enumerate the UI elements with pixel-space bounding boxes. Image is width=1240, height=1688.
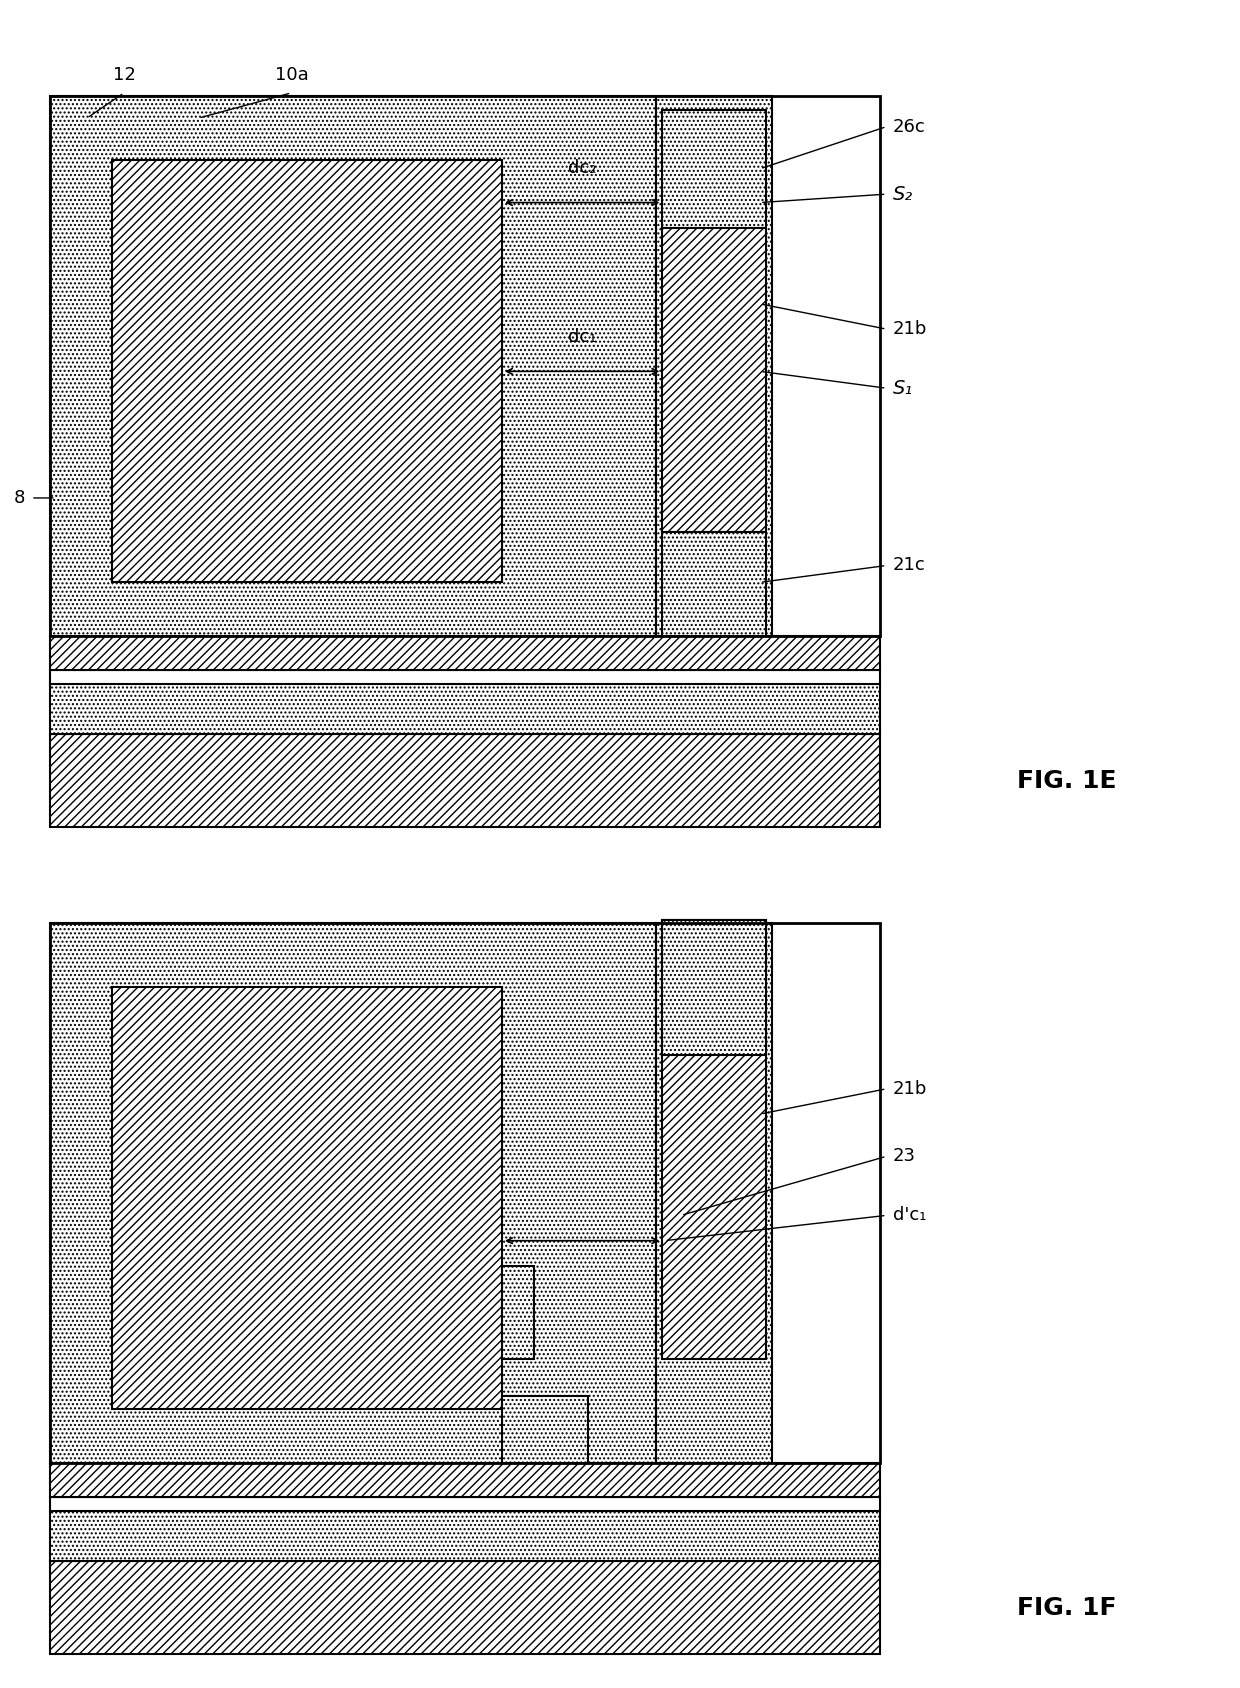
FancyBboxPatch shape: [50, 1561, 880, 1654]
FancyBboxPatch shape: [50, 96, 656, 636]
Text: 26c: 26c: [893, 118, 925, 135]
FancyBboxPatch shape: [662, 920, 766, 1055]
FancyBboxPatch shape: [662, 532, 766, 636]
Text: 21b: 21b: [893, 321, 928, 338]
FancyBboxPatch shape: [50, 636, 880, 670]
Text: 23: 23: [893, 1148, 916, 1165]
FancyBboxPatch shape: [112, 160, 502, 582]
FancyBboxPatch shape: [502, 1266, 534, 1359]
FancyBboxPatch shape: [656, 923, 773, 1463]
Text: d'c₁: d'c₁: [893, 1207, 926, 1224]
Text: 21b: 21b: [893, 1080, 928, 1097]
Text: 12: 12: [113, 66, 135, 84]
FancyBboxPatch shape: [502, 1396, 589, 1463]
FancyBboxPatch shape: [50, 923, 656, 1463]
Text: 8: 8: [14, 490, 25, 506]
Text: S₂: S₂: [893, 184, 913, 204]
Text: FIG. 1E: FIG. 1E: [1017, 770, 1116, 793]
FancyBboxPatch shape: [50, 1497, 880, 1511]
FancyBboxPatch shape: [662, 920, 766, 1359]
FancyBboxPatch shape: [662, 228, 766, 532]
FancyBboxPatch shape: [50, 670, 880, 684]
Text: S₁: S₁: [893, 378, 913, 398]
FancyBboxPatch shape: [50, 1463, 880, 1497]
Text: dc₁: dc₁: [568, 327, 596, 346]
Text: 21c: 21c: [893, 557, 925, 574]
Text: 10a: 10a: [274, 66, 309, 84]
FancyBboxPatch shape: [112, 987, 502, 1409]
FancyBboxPatch shape: [662, 110, 766, 228]
FancyBboxPatch shape: [50, 734, 880, 827]
Text: FIG. 1F: FIG. 1F: [1017, 1597, 1116, 1620]
Text: dc₂: dc₂: [568, 159, 596, 177]
FancyBboxPatch shape: [50, 684, 880, 734]
FancyBboxPatch shape: [50, 1511, 880, 1561]
FancyBboxPatch shape: [656, 96, 773, 636]
